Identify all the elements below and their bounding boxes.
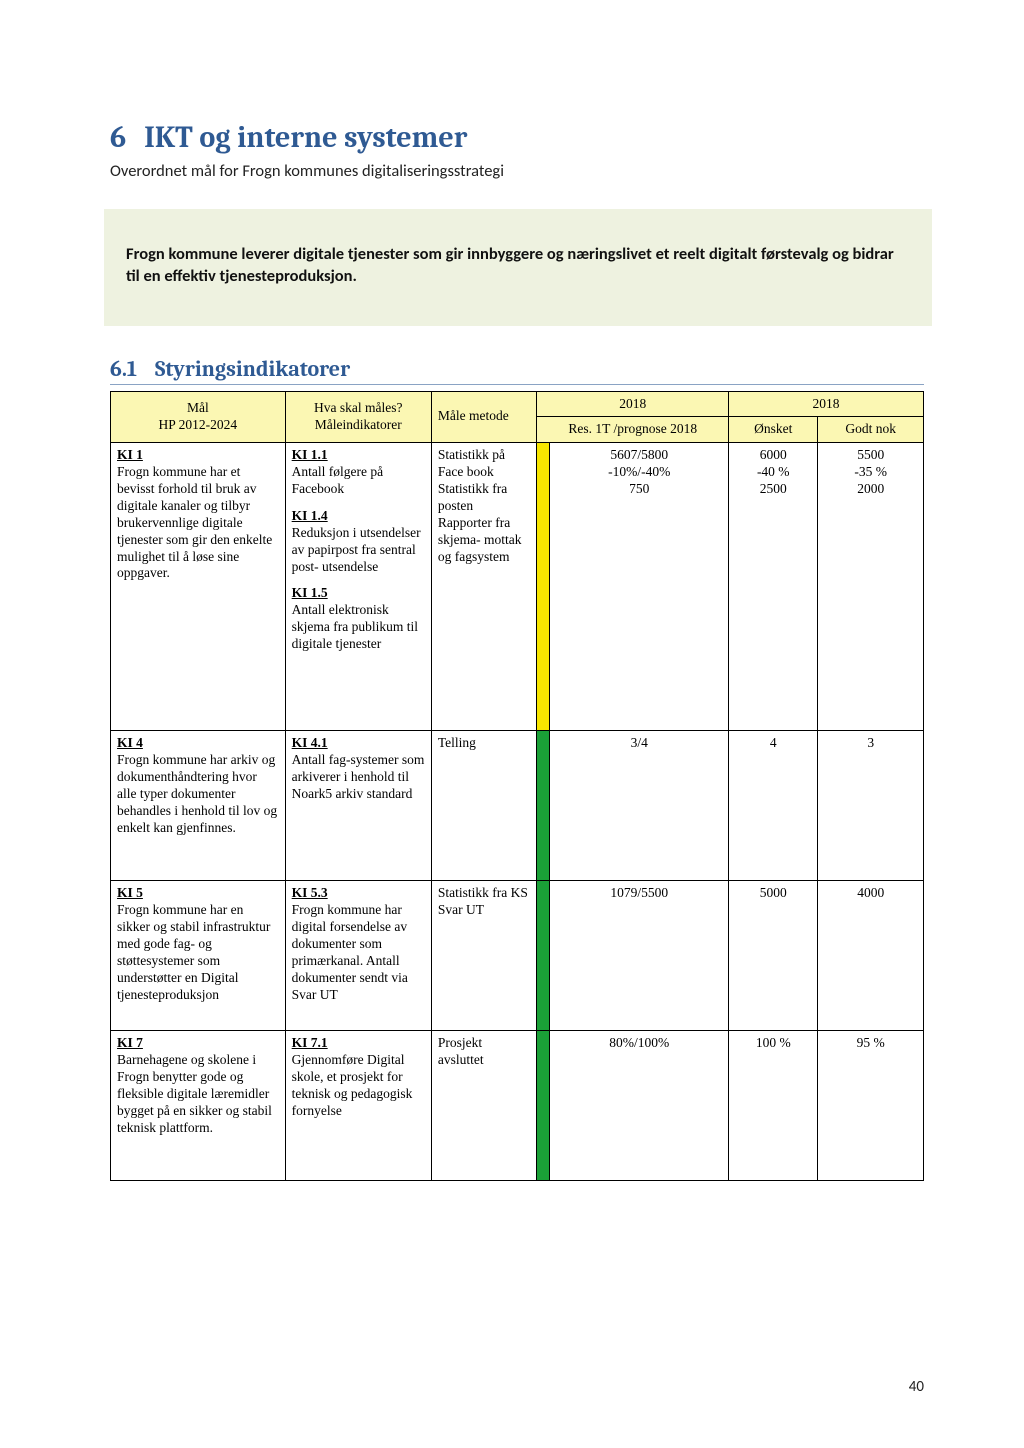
status-strip [537,881,550,1031]
goal-highlight-box: Frogn kommune leverer digitale tjenester… [104,209,932,326]
goal-cell: KI 5Frogn kommune har en sikker og stabi… [111,881,286,1031]
godtnok-cell: 4000 [818,881,924,1031]
goal-text: Frogn kommune leverer digitale tjenester… [126,243,910,288]
status-strip [537,443,550,731]
result-cell: 5607/5800-10%/-40%750 [550,443,729,731]
onsket-cell: 100 % [729,1031,818,1181]
method-cell: Prosjekt avsluttet [431,1031,537,1181]
indicator-cell: KI 1.1Antall følgere på FacebookKI 1.4Re… [285,443,431,731]
section-subtitle: Overordnet mål for Frogn kommunes digita… [110,161,924,181]
th-year-2018-top: 2018 [537,391,729,417]
godtnok-cell: 3 [818,731,924,881]
indicator-cell: KI 5.3Frogn kommune har digital forsende… [285,881,431,1031]
th-res: Res. 1T /prognose 2018 [537,417,729,443]
result-cell: 80%/100% [550,1031,729,1181]
status-strip [537,1031,550,1181]
onsket-cell: 4 [729,731,818,881]
method-cell: Statistikk fra KS Svar UT [431,881,537,1031]
page-number: 40 [909,1378,924,1396]
status-strip [537,731,550,881]
method-cell: Statistikk på Face bookStatistikk fra po… [431,443,537,731]
godtnok-cell: 95 % [818,1031,924,1181]
subsection-title: Styringsindikatorer [155,356,350,382]
th-godt: Godt nok [818,417,924,443]
godtnok-cell: 5500-35 %2000 [818,443,924,731]
section-number: 6 [110,120,126,155]
method-cell: Telling [431,731,537,881]
goal-cell: KI 7Barnehagene og skolene i Frogn benyt… [111,1031,286,1181]
th-mal: Mål HP 2012-2024 [111,391,286,443]
result-cell: 1079/5500 [550,881,729,1031]
section-heading: 6 IKT og interne systemer [110,120,924,155]
section-title: IKT og interne systemer [144,120,467,155]
goal-cell: KI 4Frogn kommune har arkiv og dokumenth… [111,731,286,881]
indicator-cell: KI 4.1Antall fag-systemer som arkiverer … [285,731,431,881]
th-onsket: Ønsket [729,417,818,443]
subsection-heading: 6.1 Styringsindikatorer [110,356,924,385]
indicator-cell: KI 7.1Gjennomføre Digital skole, et pros… [285,1031,431,1181]
th-metode: Måle metode [431,391,537,443]
subsection-number: 6.1 [110,356,137,382]
goal-cell: KI 1Frogn kommune har et bevisst forhold… [111,443,286,731]
result-cell: 3/4 [550,731,729,881]
onsket-cell: 6000-40 %2500 [729,443,818,731]
th-year-2018-right: 2018 [729,391,924,417]
onsket-cell: 5000 [729,881,818,1031]
indicators-table: Mål HP 2012-2024 Hva skal måles? Måleind… [110,391,924,1182]
th-indikator: Hva skal måles? Måleindikatorer [285,391,431,443]
